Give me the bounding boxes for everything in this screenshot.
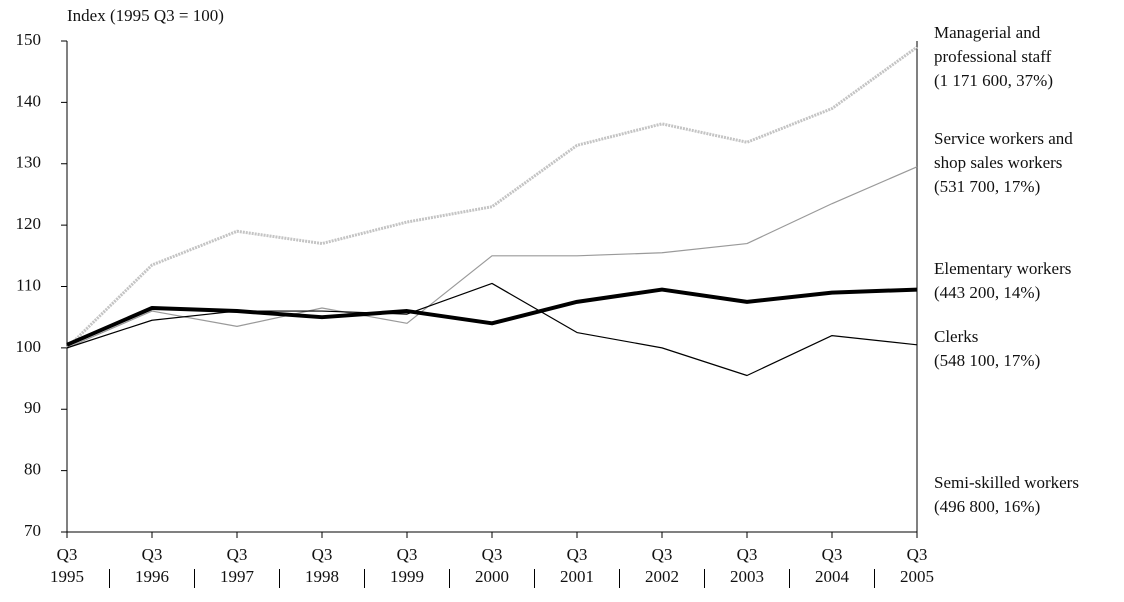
legend-label: (1 171 600, 37%) (934, 71, 1053, 90)
series-line (65, 45, 918, 349)
x-tick-label: Q3 2001 (560, 545, 594, 586)
legend-label: Elementary workers (934, 259, 1071, 278)
x-tick-label: Q3 2002 (645, 545, 679, 586)
x-tick-label: Q3 1995 (50, 545, 84, 586)
legend-label: (443 200, 14%) (934, 283, 1040, 302)
y-tick-label: 110 (16, 275, 41, 294)
legend-label: professional staff (934, 47, 1052, 66)
series-line (66, 166, 918, 349)
y-axis-label: Index (1995 Q3 = 100) (67, 6, 224, 25)
x-tick-label: Q3 2000 (475, 545, 509, 586)
legend-label: (531 700, 17%) (934, 177, 1040, 196)
x-tick-label: Q3 1998 (305, 545, 339, 586)
y-tick-label: 130 (16, 153, 42, 172)
legend-label: Clerks (934, 327, 978, 346)
x-tick-label: Q3 2005 (900, 545, 934, 586)
series-line (66, 287, 918, 347)
y-tick-label: 70 (24, 521, 41, 540)
annotation: Semi-skilled workers (934, 473, 1079, 492)
y-tick-label: 80 (24, 460, 41, 479)
y-tick-label: 140 (16, 91, 42, 110)
x-tick-label: Q3 1997 (220, 545, 255, 586)
y-tick-label: 90 (24, 398, 41, 417)
legend-label: Service workers and (934, 129, 1073, 148)
x-tick-label: Q3 1999 (390, 545, 424, 586)
series-line (66, 282, 918, 377)
x-tick-label: Q3 2004 (815, 545, 850, 586)
y-tick-label: 120 (16, 214, 42, 233)
x-tick-label: Q3 2003 (730, 545, 764, 586)
x-tick-label: Q3 1996 (135, 545, 169, 586)
annotation: (496 800, 16%) (934, 497, 1040, 516)
legend-label: shop sales workers (934, 153, 1062, 172)
y-tick-label: 150 (16, 30, 42, 49)
legend-label: (548 100, 17%) (934, 351, 1040, 370)
y-tick-label: 100 (16, 337, 42, 356)
legend-label: Managerial and (934, 23, 1041, 42)
